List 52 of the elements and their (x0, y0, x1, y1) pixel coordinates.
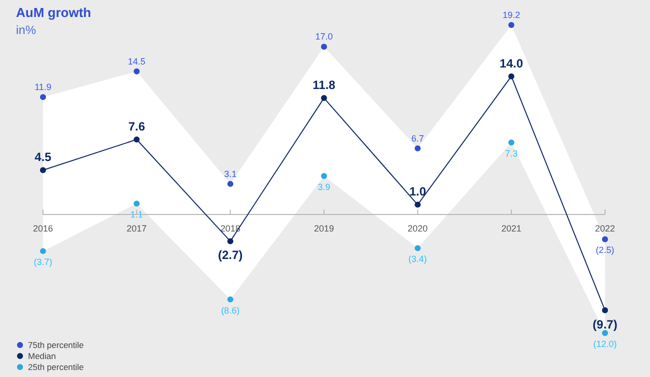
point (321, 44, 327, 50)
data-label: 1.0 (409, 184, 426, 199)
point (414, 145, 421, 152)
point (134, 200, 140, 207)
x-tick-label: 2019 (314, 224, 334, 234)
legend-label: 75th percentile (28, 340, 84, 350)
point (134, 68, 140, 74)
point (321, 95, 327, 102)
point (227, 180, 234, 187)
data-label: (3.7) (34, 257, 52, 268)
x-tick-label: 2021 (501, 224, 522, 234)
data-label: (8.6) (221, 305, 240, 316)
x-tick-label: 2022 (594, 224, 616, 234)
data-label: 3.9 (318, 182, 330, 192)
x-tick-label: 2016 (32, 224, 54, 234)
point (227, 238, 234, 244)
point (414, 202, 421, 208)
data-label: 7.6 (128, 120, 146, 134)
point (40, 167, 46, 174)
point (40, 248, 46, 254)
data-label: 17.0 (315, 32, 333, 42)
data-label: 11.9 (34, 82, 52, 92)
point (508, 22, 514, 28)
data-label: 3.1 (224, 168, 237, 179)
point (414, 245, 421, 252)
point (508, 73, 514, 80)
data-label: (12.0) (593, 339, 617, 349)
legend-label: Median (28, 351, 56, 361)
point (134, 136, 140, 143)
data-label: 11.8 (312, 78, 336, 92)
x-tick-label: 2020 (408, 224, 428, 234)
point (508, 139, 514, 146)
point (602, 236, 608, 242)
data-label: 7.3 (505, 148, 518, 158)
legend-label: 25th percentile (28, 362, 84, 372)
data-label: 19.2 (502, 10, 520, 20)
data-label: (2.5) (596, 245, 614, 256)
data-label: (2.7) (218, 248, 243, 262)
data-label: 14.0 (500, 56, 524, 70)
point (40, 94, 46, 100)
point (602, 307, 608, 314)
chart-title: AuM growth (16, 5, 92, 20)
chart-subtitle: in% (16, 23, 36, 37)
data-label: 4.5 (34, 150, 52, 164)
data-label: 1.1 (130, 210, 143, 220)
data-label: 14.5 (128, 56, 146, 66)
x-tick-label: 2017 (126, 224, 147, 234)
point (321, 173, 327, 180)
data-label: 6.7 (411, 133, 424, 144)
data-label: (3.4) (408, 254, 427, 264)
data-label: (9.7) (592, 317, 618, 332)
point (227, 296, 234, 302)
